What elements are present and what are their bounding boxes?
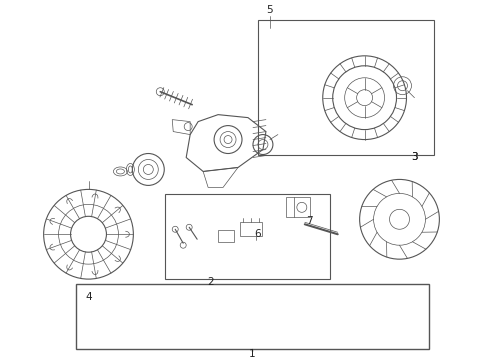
Text: 3: 3 (411, 153, 418, 162)
Bar (240, 222, 262, 236)
Text: 7: 7 (306, 216, 313, 226)
Bar (218, 230, 234, 242)
Text: 1: 1 (248, 349, 255, 359)
Text: 3: 3 (411, 153, 418, 162)
Bar (165, 194, 330, 279)
Bar (75, 284, 429, 349)
Text: 6: 6 (255, 229, 261, 239)
Bar (286, 197, 310, 217)
Bar (258, 20, 435, 154)
Text: 2: 2 (207, 277, 214, 287)
Text: 5: 5 (267, 5, 273, 15)
Text: 4: 4 (85, 292, 92, 302)
